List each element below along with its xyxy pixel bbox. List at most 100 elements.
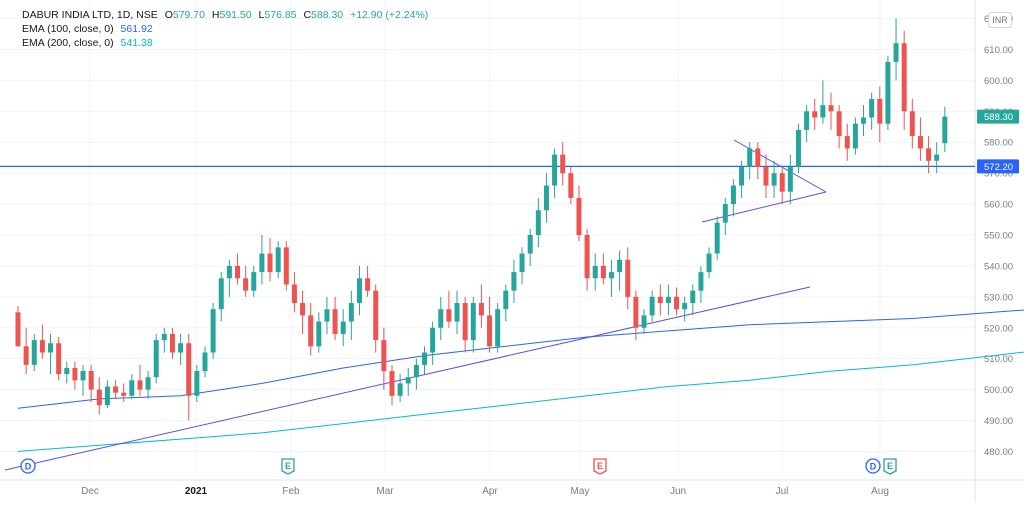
dividend-marker-icon[interactable]: D: [20, 458, 36, 474]
candle[interactable]: [852, 117, 858, 155]
candle[interactable]: [844, 123, 850, 161]
candle[interactable]: [373, 284, 379, 353]
candle[interactable]: [291, 272, 297, 313]
candle[interactable]: [186, 333, 192, 421]
candle[interactable]: [600, 253, 606, 285]
candle[interactable]: [64, 361, 70, 384]
candle[interactable]: [161, 327, 167, 353]
candle[interactable]: [145, 371, 151, 399]
candle[interactable]: [56, 337, 62, 381]
candle[interactable]: [511, 259, 517, 304]
candle[interactable]: [812, 98, 818, 130]
legend-ema200-row[interactable]: EMA (200, close, 0) 541.38: [22, 36, 428, 50]
candle[interactable]: [39, 324, 45, 359]
ema200-line[interactable]: [17, 262, 1024, 452]
candle[interactable]: [169, 327, 175, 359]
candle[interactable]: [633, 290, 639, 341]
legend-ema100-row[interactable]: EMA (100, close, 0) 561.92: [22, 22, 428, 36]
candle[interactable]: [877, 86, 883, 143]
candle[interactable]: [893, 18, 899, 81]
candle[interactable]: [722, 197, 728, 235]
candle[interactable]: [763, 154, 769, 198]
candle[interactable]: [795, 123, 801, 174]
candle[interactable]: [324, 296, 330, 334]
y-axis[interactable]: 480.00 490.00 500.00 510.00 520.00 530.00 540.…: [984, 14, 1013, 458]
candle[interactable]: [836, 105, 842, 149]
trendline-1[interactable]: [701, 191, 827, 223]
candle[interactable]: [88, 364, 94, 402]
candle[interactable]: [682, 296, 688, 322]
candle[interactable]: [121, 383, 127, 402]
candle[interactable]: [153, 333, 159, 384]
candle[interactable]: [909, 98, 915, 149]
candle[interactable]: [129, 374, 135, 399]
candle[interactable]: [657, 284, 663, 316]
candle[interactable]: [340, 309, 346, 347]
candle[interactable]: [641, 309, 647, 334]
candle[interactable]: [405, 367, 411, 396]
candle[interactable]: [72, 361, 78, 390]
candle[interactable]: [478, 284, 484, 328]
candle[interactable]: [665, 284, 671, 316]
candle[interactable]: [787, 154, 793, 205]
candle[interactable]: [649, 290, 655, 322]
candle[interactable]: [779, 166, 785, 205]
candle[interactable]: [592, 253, 598, 291]
candle[interactable]: [625, 247, 631, 310]
candle[interactable]: [210, 303, 216, 359]
candle[interactable]: [48, 333, 54, 375]
candle[interactable]: [235, 253, 241, 285]
candle[interactable]: [690, 284, 696, 316]
candle[interactable]: [584, 228, 590, 291]
candle[interactable]: [308, 303, 314, 356]
earnings-marker-icon[interactable]: E: [593, 458, 607, 475]
candle[interactable]: [96, 377, 102, 415]
candle[interactable]: [527, 228, 533, 266]
candle[interactable]: [730, 179, 736, 217]
candle[interactable]: [828, 92, 834, 130]
candle[interactable]: [397, 374, 403, 402]
candle[interactable]: [617, 250, 623, 291]
candle[interactable]: [275, 241, 281, 279]
candle[interactable]: [226, 259, 232, 297]
candle[interactable]: [218, 272, 224, 322]
candle[interactable]: [519, 247, 525, 285]
earnings-marker-icon[interactable]: E: [281, 458, 295, 475]
candle[interactable]: [251, 265, 257, 297]
candle[interactable]: [31, 333, 37, 372]
earnings-marker-icon[interactable]: E: [883, 458, 897, 475]
candle[interactable]: [178, 333, 184, 365]
candle[interactable]: [917, 117, 923, 161]
candle[interactable]: [934, 142, 940, 174]
x-axis[interactable]: Dec 2021 Feb Mar Apr May Jun Jul Aug: [81, 486, 889, 497]
candle[interactable]: [503, 284, 509, 322]
candle[interactable]: [568, 166, 574, 205]
candle[interactable]: [771, 160, 777, 198]
candle[interactable]: [356, 265, 362, 316]
candle[interactable]: [259, 235, 265, 285]
candle[interactable]: [714, 216, 720, 260]
candle[interactable]: [243, 265, 249, 297]
candle[interactable]: [202, 346, 208, 378]
candle[interactable]: [365, 265, 371, 297]
candle[interactable]: [413, 358, 419, 390]
candle[interactable]: [381, 327, 387, 390]
candle[interactable]: [300, 290, 306, 334]
candle[interactable]: [608, 259, 614, 297]
candle[interactable]: [576, 185, 582, 242]
candle[interactable]: [552, 148, 558, 198]
candle[interactable]: [462, 296, 468, 353]
candle[interactable]: [804, 105, 810, 143]
candle[interactable]: [869, 92, 875, 130]
candle[interactable]: [454, 290, 460, 334]
candle[interactable]: [104, 380, 110, 409]
candle[interactable]: [23, 327, 29, 375]
candle[interactable]: [861, 105, 867, 137]
candle[interactable]: [885, 55, 891, 130]
candle[interactable]: [137, 364, 143, 396]
candle[interactable]: [901, 30, 907, 130]
candle[interactable]: [560, 142, 566, 186]
candle[interactable]: [332, 296, 338, 341]
